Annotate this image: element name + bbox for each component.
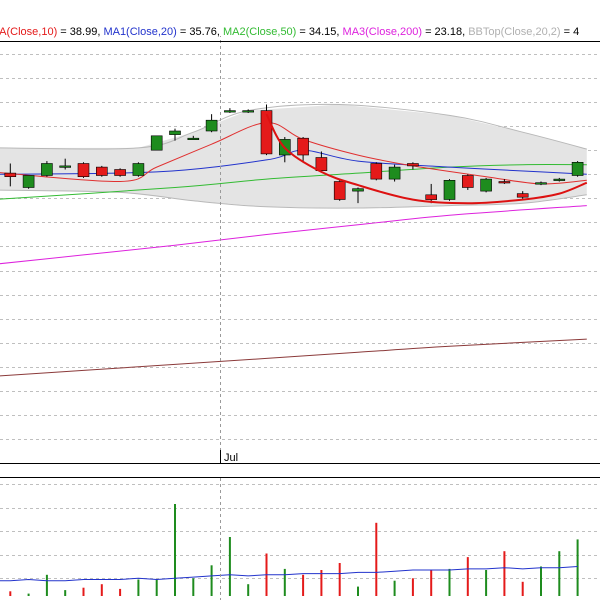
volume-bar [466, 557, 469, 596]
candle-body [114, 169, 126, 176]
volume-bar [393, 580, 396, 596]
legend-ma10-value: = 38.99, [57, 26, 103, 38]
volume-bar [192, 578, 195, 596]
candle-body [41, 163, 53, 176]
candle-body [498, 181, 511, 184]
candle-body [132, 163, 145, 176]
candle-body [480, 178, 492, 192]
volume-bar [45, 574, 48, 596]
legend-bbtop-label: BBTop(Close,20,2) [468, 26, 560, 38]
candle-body [59, 165, 72, 168]
candle-body [370, 163, 383, 180]
candle-body [260, 110, 273, 155]
candle-body [169, 130, 181, 135]
ma200-line [0, 205, 587, 265]
volume-bar [320, 570, 323, 596]
volume-bar [430, 570, 433, 596]
candle-body [224, 110, 236, 113]
volume-bar [137, 579, 140, 596]
volume-bar [9, 591, 12, 596]
volume-bar [540, 566, 542, 596]
ma20-line [0, 149, 587, 175]
cup-pattern [265, 113, 588, 205]
candle-body [315, 157, 328, 171]
candle-body [77, 163, 90, 177]
candle-body [407, 163, 419, 167]
volume-bar [503, 551, 506, 596]
candle-body [388, 166, 401, 180]
candle-body [242, 110, 254, 113]
volume-bar [485, 570, 488, 596]
candle-body [150, 135, 163, 151]
candle-body [96, 166, 108, 176]
ma-brown-line [0, 338, 587, 377]
volume-bar [558, 551, 561, 596]
legend-ma10-label: MA(Close,10) [0, 26, 57, 38]
volume-bar [82, 587, 85, 596]
moving-averages [0, 122, 587, 377]
ma50-line [0, 164, 587, 200]
volume-bar [100, 584, 103, 596]
volume-bar [247, 584, 250, 596]
legend-ma200-label: MA3(Close,200) [343, 26, 422, 38]
volume-bar [27, 593, 30, 596]
volume-bar [119, 588, 122, 596]
volume-bar [338, 563, 341, 596]
bollinger-top-line [0, 103, 587, 150]
legend-bbtop-value: = 4 [561, 26, 580, 38]
volume-grid [0, 484, 600, 579]
volume-bar [411, 578, 414, 596]
volume-bars [9, 504, 579, 596]
volume-bar [521, 581, 524, 596]
volume-bar [576, 539, 579, 596]
candle-body [22, 175, 35, 188]
candle-body [4, 172, 17, 178]
candle-body [205, 119, 218, 132]
volume-bar [357, 586, 359, 596]
volume-bar [302, 574, 305, 596]
volume-bar [228, 537, 231, 596]
volume-bar [375, 522, 378, 596]
candle-body [461, 175, 474, 188]
cup-curve [265, 113, 588, 205]
volume-bar [448, 568, 451, 596]
legend-background [0, 0, 600, 36]
legend: MA(Close,10) = 38.99, MA1(Close,20) = 35… [0, 26, 579, 38]
bollinger-bottom-line [0, 189, 587, 209]
volume-average [0, 566, 578, 582]
legend-ma200-value: = 23.18, [422, 26, 468, 38]
candle-body [516, 193, 529, 198]
candle-body [443, 180, 456, 200]
legend-ma20-value: = 35.76, [177, 26, 223, 38]
candle-body [297, 137, 309, 156]
legend-ma50-label: MA2(Close,50) [223, 26, 296, 38]
candle-body [535, 182, 547, 185]
legend-ma50-value: = 34.15, [296, 26, 342, 38]
candle-body [553, 178, 566, 181]
volume-bar [283, 568, 286, 596]
candle-body [352, 188, 364, 192]
volume-bar [210, 565, 213, 596]
candle-body [187, 137, 200, 140]
volume-bar [155, 579, 158, 596]
volume-bar [174, 504, 176, 596]
candle-body [571, 162, 584, 176]
candle-body [333, 181, 346, 200]
month-label: Jul [224, 452, 238, 464]
volume-bar [64, 590, 67, 596]
candlesticks [4, 104, 584, 204]
candle-body [425, 194, 438, 200]
volume-average-line [0, 566, 578, 582]
legend-ma20-label: MA1(Close,20) [103, 26, 176, 38]
